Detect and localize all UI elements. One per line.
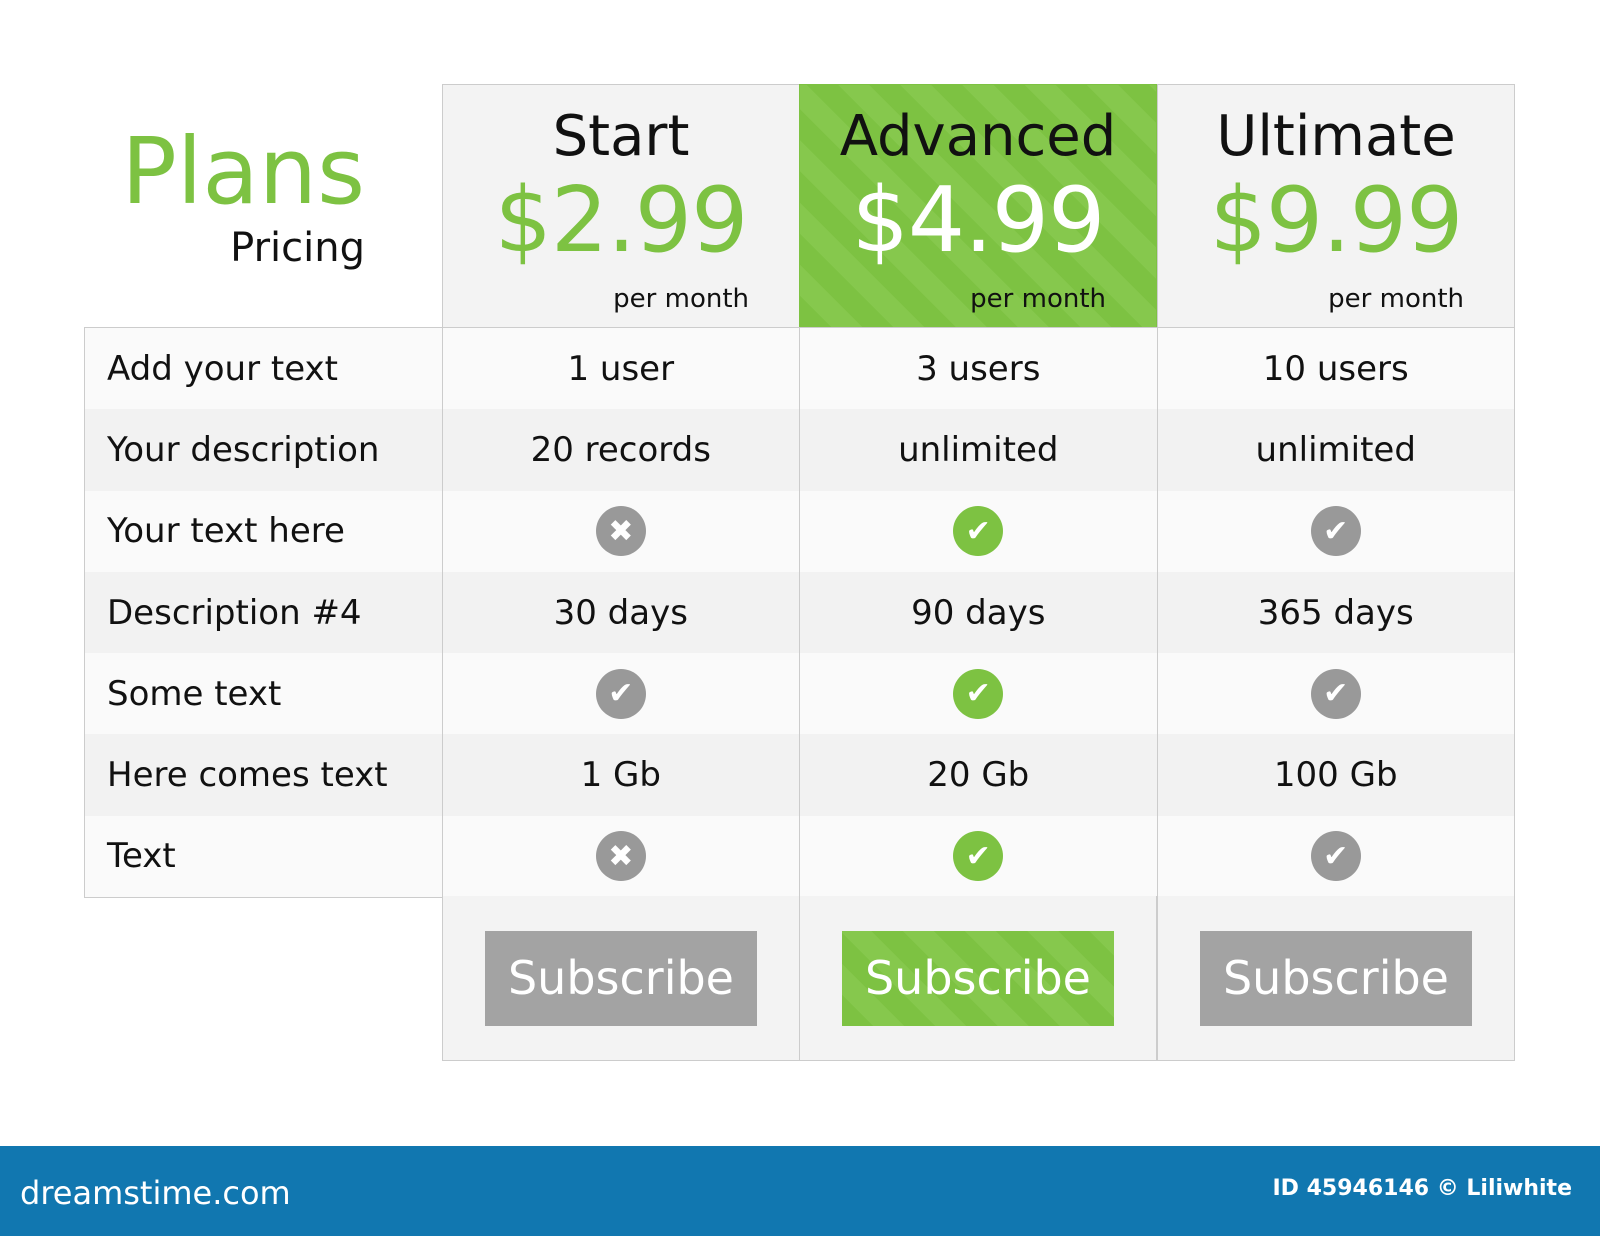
check-icon: ✔	[953, 831, 1004, 882]
table-row: Text ✖ ✔ ✔	[85, 815, 1514, 898]
plan-price: $2.99	[494, 168, 749, 273]
table-row: Your description 20 records unlimited unlim…	[85, 409, 1514, 491]
feature-cell: 10 users	[1156, 328, 1514, 410]
feature-cell: unlimited	[799, 409, 1156, 491]
features-table: Add your text 1 user 3 users 10 users Your d…	[84, 327, 1515, 899]
table-row: Here comes text 1 Gb 20 Gb 100 Gb	[85, 734, 1514, 816]
feature-cell: 365 days	[1156, 571, 1514, 654]
x-icon: ✖	[595, 506, 646, 557]
subscribe-button-start[interactable]: Subscribe	[485, 930, 757, 1026]
plan-name: Start	[552, 104, 690, 169]
feature-cell: ✖	[441, 815, 799, 898]
plan-header-start: Start $2.99 per month	[442, 84, 800, 327]
feature-cell: 1 Gb	[441, 734, 799, 816]
check-icon: ✔	[953, 506, 1004, 557]
table-row: Add your text 1 user 3 users 10 users	[85, 328, 1514, 410]
subscribe-button-ultimate[interactable]: Subscribe	[1200, 930, 1472, 1026]
feature-cell: ✔	[1156, 815, 1514, 898]
plan-name: Ultimate	[1216, 104, 1456, 169]
feature-cell: 20 records	[441, 409, 799, 491]
plan-period: per month	[1328, 284, 1464, 314]
plan-header-ultimate: Ultimate $9.99 per month	[1157, 84, 1515, 327]
plan-price: $4.99	[851, 168, 1106, 273]
plan-name: Advanced	[839, 104, 1117, 169]
feature-label: Your text here	[107, 511, 345, 552]
feature-label: Here comes text	[107, 755, 388, 796]
plan-header-advanced: Advanced $4.99 per month	[799, 84, 1157, 349]
check-icon: ✔	[1310, 831, 1361, 882]
plan-footer: Subscribe	[799, 896, 1157, 1061]
feature-cell: ✔	[441, 653, 799, 735]
brand-title: Plans	[121, 118, 365, 225]
feature-cell: ✖	[441, 490, 799, 572]
plan-period: per month	[613, 284, 749, 314]
feature-cell: 1 user	[441, 328, 799, 410]
brand-subtitle: Pricing	[230, 225, 365, 271]
x-icon: ✖	[595, 831, 646, 882]
feature-cell: 100 Gb	[1156, 734, 1514, 816]
feature-label: Text	[107, 836, 176, 877]
check-icon: ✔	[1310, 506, 1361, 557]
check-icon: ✔	[595, 668, 646, 719]
check-icon: ✔	[1310, 668, 1361, 719]
feature-cell: ✔	[1156, 490, 1514, 572]
feature-cell: ✔	[799, 653, 1156, 735]
feature-label: Your description	[107, 429, 380, 470]
feature-cell: 30 days	[441, 571, 799, 654]
table-row: Some text ✔ ✔ ✔	[85, 653, 1514, 735]
plan-price: $9.99	[1209, 168, 1464, 273]
logo: dreamstime.com	[20, 1174, 291, 1212]
table-row: Description #4 30 days 90 days 365 days	[85, 571, 1514, 654]
feature-cell: 3 users	[799, 328, 1156, 410]
feature-cell: ✔	[1156, 653, 1514, 735]
feature-label: Description #4	[107, 592, 362, 633]
plan-footer: Subscribe	[442, 896, 800, 1061]
feature-cell: ✔	[799, 490, 1156, 572]
check-icon: ✔	[953, 668, 1004, 719]
feature-cell: 90 days	[799, 571, 1156, 654]
footer-bar: dreamstime.com ID 45946146 © Liliwhite	[0, 1146, 1600, 1236]
subscribe-button-advanced[interactable]: Subscribe	[842, 930, 1114, 1026]
feature-label: Add your text	[107, 348, 338, 389]
feature-label: Some text	[107, 673, 282, 714]
feature-cell: unlimited	[1156, 409, 1514, 491]
feature-cell: 20 Gb	[799, 734, 1156, 816]
feature-cell: ✔	[799, 815, 1156, 898]
plan-footer: Subscribe	[1157, 896, 1515, 1061]
plan-period: per month	[970, 284, 1106, 314]
image-credit: ID 45946146 © Liliwhite	[1272, 1176, 1573, 1201]
table-row: Your text here ✖ ✔ ✔	[85, 490, 1514, 572]
